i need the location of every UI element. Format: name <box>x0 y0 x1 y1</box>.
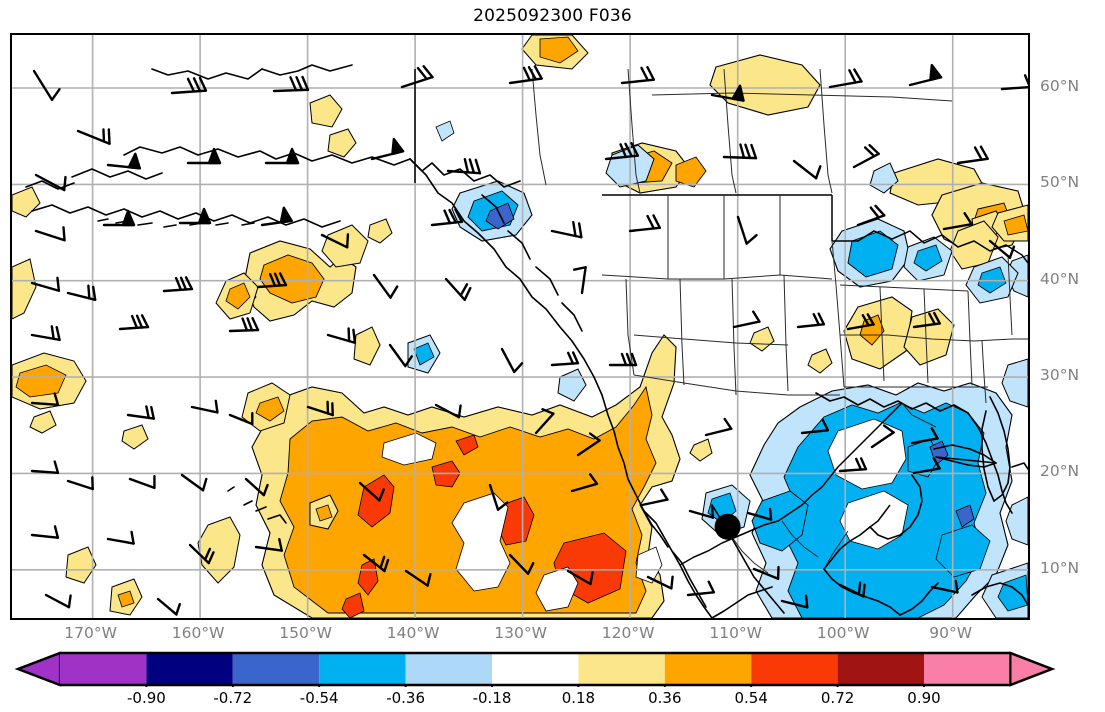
lon-tick-140w: 140°W <box>386 624 440 642</box>
lat-tick-10n: 10°N <box>1040 558 1080 577</box>
wind-barb-layer <box>30 63 1028 616</box>
lat-tick-30n: 30°N <box>1040 366 1080 385</box>
lat-tick-40n: 40°N <box>1040 269 1080 288</box>
colorbar-tick-0.90: 0.90 <box>907 689 941 707</box>
lat-tick-20n: 20°N <box>1040 462 1080 481</box>
lon-tick-120w: 120°W <box>601 624 655 642</box>
storm-center-marker[interactable] <box>714 513 741 540</box>
colorbar-canvas <box>14 651 1056 687</box>
lon-tick-150w: 150°W <box>279 624 332 642</box>
colorbar-tick--0.18: -0.18 <box>472 689 512 707</box>
colorbar-tick-0.54: 0.54 <box>734 689 768 707</box>
colorbar-tick-0.18: 0.18 <box>561 689 596 707</box>
colorbar[interactable] <box>10 651 1095 687</box>
colorbar-tick--0.90: -0.90 <box>126 689 166 707</box>
colorbar-tick--0.54: -0.54 <box>299 689 339 707</box>
map-plot-area[interactable] <box>10 33 1030 620</box>
lon-tick-160w: 160°W <box>171 624 225 642</box>
lat-tick-50n: 50°N <box>1040 173 1080 192</box>
lon-tick-110w: 110°W <box>709 624 763 642</box>
lon-tick-100w: 100°W <box>816 624 870 642</box>
lat-tick-60n: 60°N <box>1040 77 1080 95</box>
coastline-layer <box>25 64 1028 618</box>
lon-tick-90w: 90°W <box>929 624 973 642</box>
contour-fill-layer <box>12 35 1028 618</box>
colorbar-over-arrow <box>1009 651 1056 687</box>
lon-tick-130w: 130°W <box>494 624 547 642</box>
country-border-layer <box>414 69 1028 566</box>
colorbar-under-arrow <box>14 651 62 687</box>
colorbar-tick-0.72: 0.72 <box>820 689 855 707</box>
lon-tick-170w: 170°W <box>64 624 117 642</box>
state-border-layer <box>531 68 1028 574</box>
colorbar-tick-0.36: 0.36 <box>648 689 682 707</box>
colorbar-tick--0.72: -0.72 <box>213 689 253 707</box>
page-title: 2025092300 F036 <box>473 6 632 26</box>
map-canvas <box>12 35 1028 618</box>
colorbar-segments <box>14 651 1056 687</box>
colorbar-tick--0.36: -0.36 <box>386 689 425 707</box>
